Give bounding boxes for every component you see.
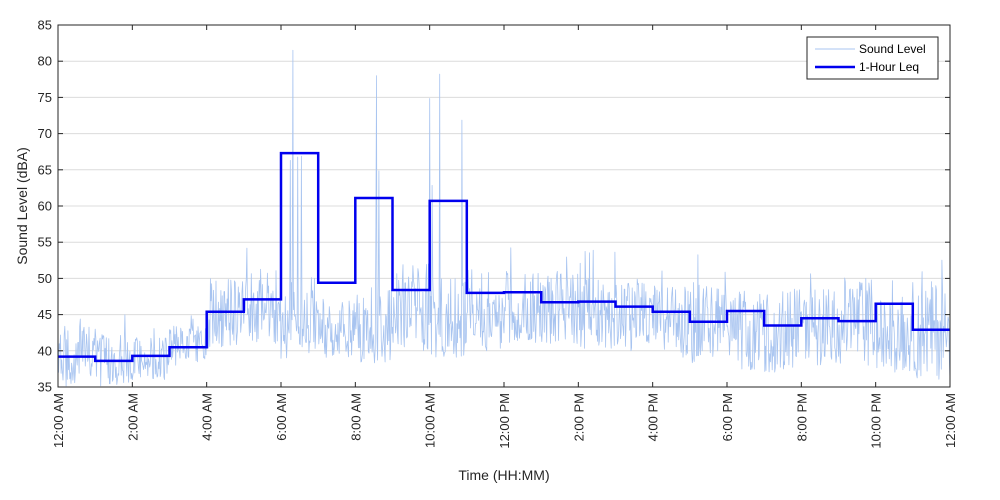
- axis-ticks: [57, 24, 951, 388]
- legend: Sound Level 1-Hour Leq: [806, 36, 939, 80]
- x-tick-label: 12:00 AM: [51, 393, 66, 448]
- legend-label-sound-level: Sound Level: [859, 42, 926, 56]
- y-tick-label: 45: [38, 307, 52, 322]
- y-axis-label: Sound Level (dBA): [14, 147, 30, 265]
- x-tick-label: 6:00 AM: [274, 393, 289, 441]
- y-tick-labels: 35 40 45 50 55 60 65 70 75 80 85: [38, 18, 52, 395]
- y-gridlines: [58, 60, 950, 352]
- x-tick-label: 12:00 PM: [497, 393, 512, 449]
- x-tick-labels: 12:00 AM 2:00 AM 4:00 AM 6:00 AM 8:00 AM 10:0…: [51, 393, 958, 449]
- x-tick-label: 2:00 PM: [571, 393, 586, 441]
- x-axis-label: Time (HH:MM): [458, 467, 549, 483]
- x-tick-label: 8:00 PM: [794, 393, 809, 441]
- x-tick-label: 10:00 AM: [423, 393, 438, 448]
- x-tick-label: 2:00 AM: [125, 393, 140, 441]
- x-tick-label: 6:00 PM: [720, 393, 735, 441]
- y-tick-label: 35: [38, 380, 52, 395]
- x-tick-label: 12:00 AM: [943, 393, 958, 448]
- legend-label-1-hour-leq: 1-Hour Leq: [859, 60, 919, 74]
- leq-step-line: [58, 151, 950, 363]
- y-tick-label: 50: [38, 271, 52, 286]
- y-tick-label: 40: [38, 343, 52, 358]
- y-tick-label: 85: [38, 18, 52, 33]
- x-tick-label: 4:00 AM: [200, 393, 215, 441]
- x-tick-label: 4:00 PM: [646, 393, 661, 441]
- x-tick-label: 10:00 PM: [869, 393, 884, 449]
- y-tick-label: 60: [38, 199, 52, 214]
- y-tick-label: 80: [38, 54, 52, 69]
- x-tick-label: 8:00 AM: [348, 393, 363, 441]
- y-tick-label: 65: [38, 162, 52, 177]
- y-tick-label: 70: [38, 126, 52, 141]
- legend-box: [806, 36, 939, 80]
- series-1-hour-leq: [58, 151, 950, 363]
- y-tick-label: 75: [38, 90, 52, 105]
- y-tick-label: 55: [38, 235, 52, 250]
